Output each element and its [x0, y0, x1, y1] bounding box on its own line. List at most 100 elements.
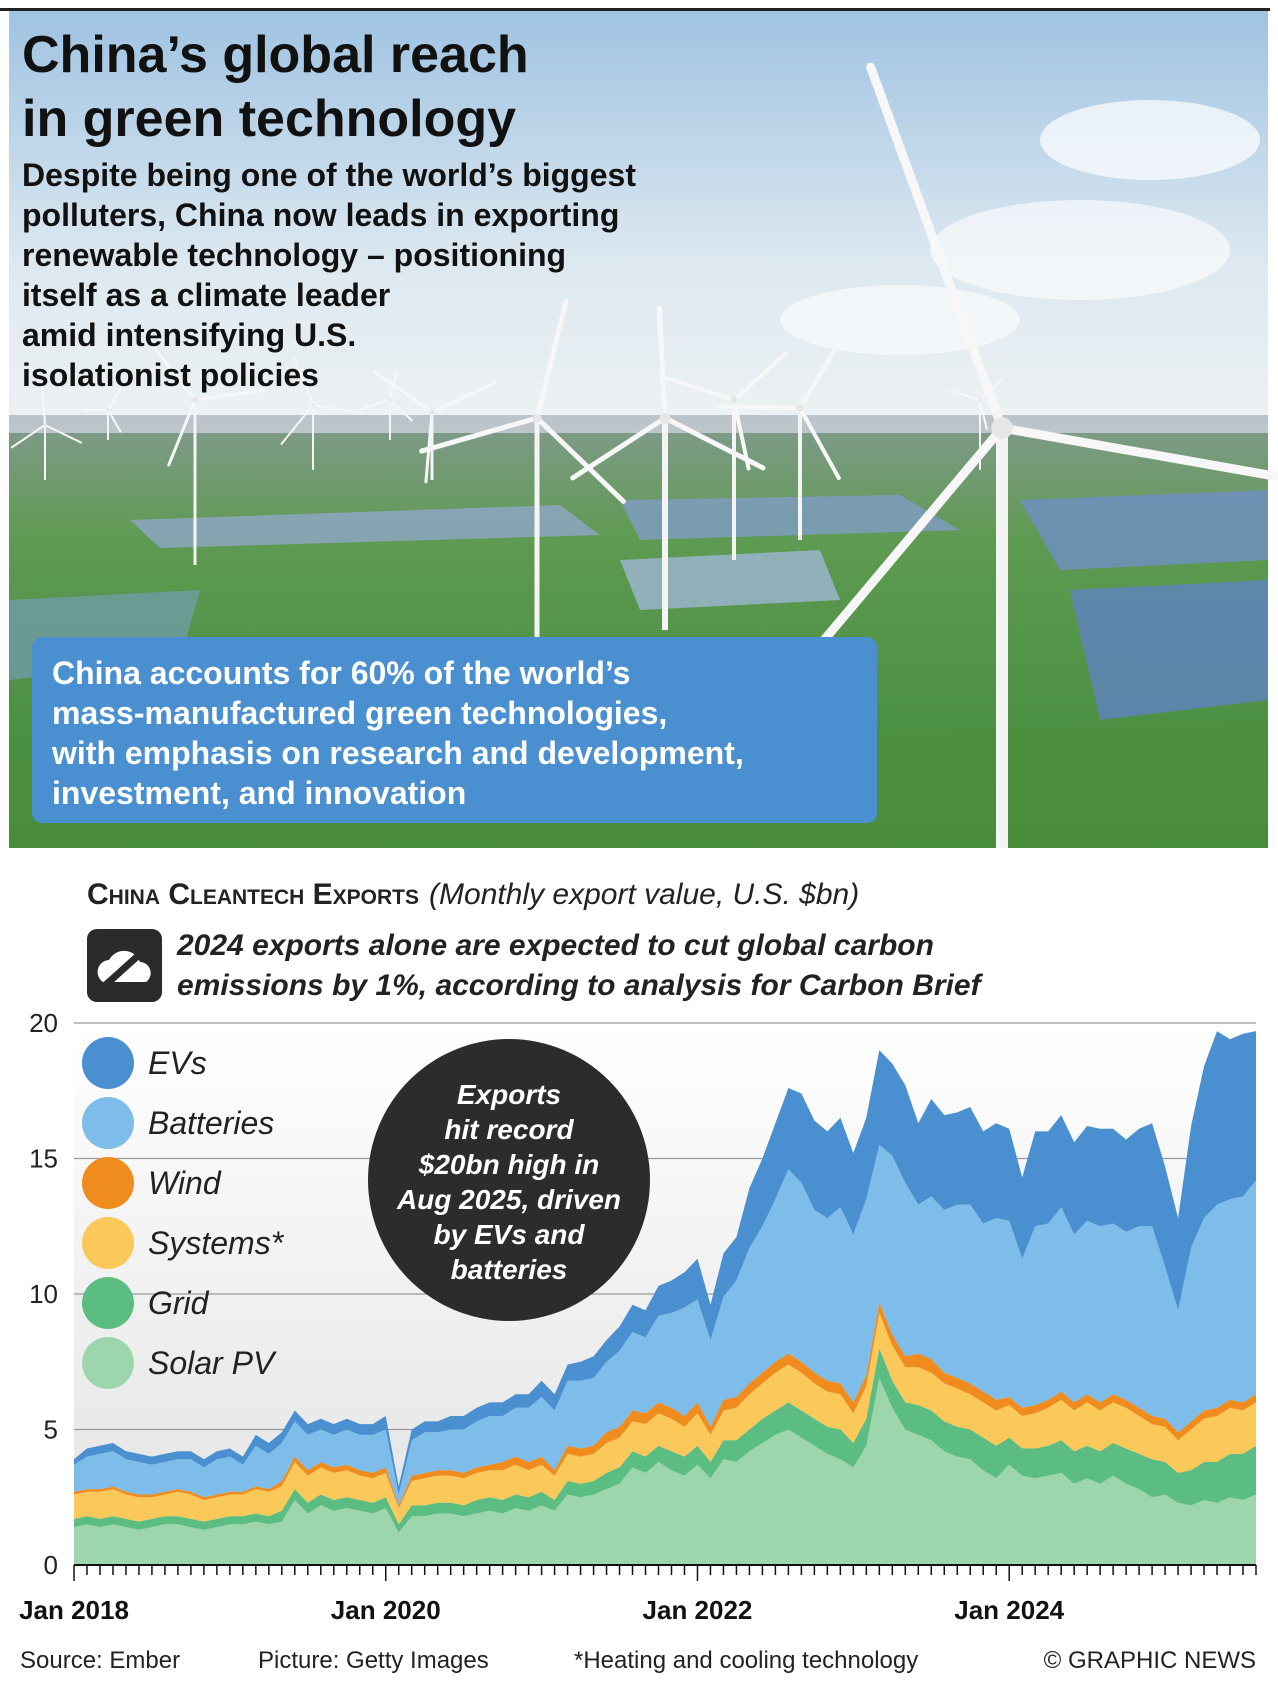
city-haze: [9, 415, 1268, 437]
area: [74, 1313, 1256, 1525]
area: [74, 1145, 1256, 1506]
y-tick-label: 5: [44, 1415, 58, 1445]
turbine-hub: [43, 423, 47, 427]
footer: Source: Ember Picture: Getty Images *Hea…: [20, 1647, 1256, 1674]
annotation-bubble: [368, 1039, 650, 1321]
water: [620, 550, 840, 610]
turbine-blade: [44, 424, 82, 444]
turbine-hub: [429, 409, 435, 415]
y-tick-label: 15: [29, 1144, 58, 1174]
subtitle-line: polluters, China now leads in exporting: [22, 197, 619, 233]
legend-swatch: [82, 1277, 134, 1329]
legend-swatch: [82, 1097, 134, 1149]
subtitle-line: isolationist policies: [22, 357, 319, 393]
title-line: China’s global reach: [22, 26, 529, 84]
subtitle: Despite being one of the world’s biggest…: [22, 157, 636, 393]
cloud: [780, 285, 1020, 355]
turbine-hub: [978, 398, 982, 402]
turbine-blade: [866, 62, 1007, 433]
annotation-line: Exports: [457, 1079, 561, 1110]
subtitle-line: renewable technology – positioning: [22, 237, 566, 273]
turbine-blade: [950, 390, 981, 401]
note: 2024 exports alone are expected to cut g…: [176, 929, 984, 1002]
top-rule: [0, 8, 1270, 11]
turbine-blade: [312, 404, 364, 414]
callout-line: mass-manufactured green technologies,: [52, 695, 667, 731]
legend-swatch: [82, 1217, 134, 1269]
turbine-blade: [167, 398, 197, 467]
callout-box: [32, 637, 877, 823]
turbine-hub: [192, 397, 198, 403]
copyright: © GRAPHIC NEWS: [1044, 1647, 1256, 1674]
turbine-blade: [430, 380, 497, 414]
legend-swatch: [82, 1337, 134, 1389]
turbine-hub: [796, 404, 804, 412]
turbine-blade: [732, 398, 751, 471]
legend-label: Wind: [148, 1165, 222, 1201]
picture-credit: Picture: Getty Images: [258, 1647, 489, 1674]
legend-label: EVs: [148, 1045, 207, 1081]
turbine-blade: [665, 376, 736, 402]
turbine-blade: [534, 415, 626, 504]
x-tick-label: Jan 2020: [331, 1595, 441, 1625]
subtitle-line: amid intensifying U.S.: [22, 317, 356, 353]
annotation-line: $20bn high in: [418, 1149, 599, 1180]
turbine-hub: [532, 413, 542, 423]
note-line: emissions by 1%, according to analysis f…: [177, 969, 984, 1002]
turbine-blade: [997, 423, 1278, 482]
turbine-hub: [106, 408, 110, 412]
note-icon: [87, 929, 162, 1002]
chart-subtitle: (Monthly export value, U.S. $bn): [429, 878, 859, 911]
cloud: [930, 200, 1230, 300]
y-tick-label: 0: [44, 1550, 58, 1580]
annotation-line: by EVs and: [434, 1219, 586, 1250]
turbine-blade: [419, 415, 540, 454]
footnote: *Heating and cooling technology: [574, 1647, 918, 1674]
legend-label: Solar PV: [148, 1345, 277, 1381]
x-tick-label: Jan 2022: [643, 1595, 753, 1625]
title-line: in green technology: [22, 90, 516, 148]
turbine-blade: [294, 357, 314, 406]
legend-swatch: [82, 1037, 134, 1089]
chart-title: China Cleantech Exports: [87, 878, 419, 911]
turbine-blade: [107, 409, 122, 433]
annotation-line: Aug 2025, driven: [396, 1184, 621, 1215]
turbine-blade: [656, 305, 668, 421]
turbine-blade: [389, 369, 398, 401]
callout-line: with emphasis on research and developmen…: [51, 735, 744, 771]
header: China’s global reach in green technology…: [22, 26, 636, 393]
water: [1020, 490, 1268, 570]
legend-swatch: [82, 1157, 134, 1209]
water: [620, 495, 960, 540]
turbine-blade: [107, 387, 122, 411]
turbine-blade: [193, 388, 266, 402]
y-tick-label: 10: [29, 1279, 58, 1309]
legend-label: Grid: [148, 1285, 210, 1321]
turbine-blade: [373, 370, 434, 414]
callout: China accounts for 60% of the world’s mas…: [51, 655, 744, 811]
water: [130, 505, 600, 548]
annotation-line: hit record: [444, 1114, 574, 1145]
turbine-hub: [311, 403, 315, 407]
turbine-blade: [360, 399, 391, 410]
legend-label: Systems*: [148, 1225, 285, 1261]
subtitle-line: Despite being one of the world’s biggest: [22, 157, 636, 193]
y-tick-label: 20: [29, 1008, 58, 1038]
turbine-blade: [280, 404, 314, 445]
area: [74, 1031, 1256, 1495]
turbine-blade: [979, 399, 988, 431]
x-tick-label: Jan 2018: [19, 1595, 129, 1625]
plot: 0 5 10 15 20 Jan 2018 Jan 2020 Jan 2022 Jan 2024…: [19, 1008, 1257, 1625]
source: Source: Ember: [20, 1647, 180, 1674]
turbine-blade: [424, 410, 434, 484]
callout-line: investment, and innovation: [52, 775, 466, 811]
turbine-blade: [10, 424, 46, 449]
turbine-blade: [534, 299, 569, 421]
legend-label: Batteries: [148, 1105, 274, 1141]
icon-slash: [97, 942, 153, 993]
turbine-hub: [388, 398, 392, 402]
turbine-blade: [979, 378, 1003, 401]
x-tick-label: Jan 2024: [954, 1595, 1064, 1625]
turbine-hub: [991, 417, 1013, 439]
